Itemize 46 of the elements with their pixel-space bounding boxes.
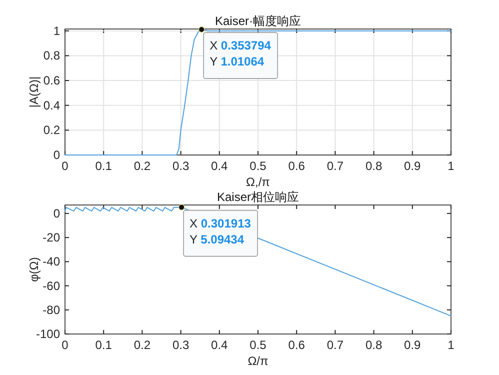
x-tick-label: 0.1 <box>95 159 112 173</box>
x-tick-label: 0.4 <box>211 338 228 352</box>
x-tick-label: 0.2 <box>134 159 151 173</box>
annotation: Y 5.09434 <box>190 232 244 246</box>
chart-title: Kaiser·幅度响应 <box>214 14 302 28</box>
datatip: X 0.353794 Y 1.01064 <box>203 32 278 79</box>
x-tick-label: 0.8 <box>365 159 382 173</box>
x-tick-label: 0.7 <box>326 159 344 173</box>
x-tick-label: 0 <box>62 159 69 173</box>
x-tick-label: 0 <box>62 338 69 352</box>
x-tick-label: 0.6 <box>288 159 306 173</box>
x-axis-title: Ω,/π <box>246 175 270 189</box>
y-tick-label: -80 <box>42 302 60 317</box>
x-tick-label: 1 <box>448 159 455 173</box>
x-tick-label: 0.5 <box>250 338 267 352</box>
x-tick-label: 0.1 <box>95 338 112 352</box>
y-tick-label: 0.6 <box>43 74 60 88</box>
y-tick-label: 0.4 <box>43 98 60 112</box>
y-tick-label: -100 <box>36 327 60 341</box>
datatip: X 0.301913 Y 5.09434 <box>183 210 258 257</box>
y-axis-title: |A(Ω)| <box>27 76 41 108</box>
chart-title: Kaiser相位响应 <box>216 190 300 204</box>
y-tick-label: -60 <box>42 278 60 293</box>
x-tick-label: 0.8 <box>365 338 382 352</box>
x-tick-label: 0.9 <box>404 159 422 173</box>
annotation: Y 1.01064 <box>210 54 264 69</box>
x-tick-label: 0.3 <box>172 159 190 173</box>
x-tick-label: 0.4 <box>211 159 228 173</box>
x-tick-label: 1 <box>448 338 455 352</box>
annotation: X 0.301913 <box>190 216 252 230</box>
x-tick-label: 0.5 <box>250 159 267 173</box>
y-tick-label: 0.8 <box>43 48 60 63</box>
y-tick-label: -20 <box>42 230 60 245</box>
y-tick-label: 1 <box>53 24 60 38</box>
x-tick-label: 0.7 <box>326 338 344 352</box>
y-axis-title: φ(Ω) <box>27 257 41 282</box>
y-tick-label: 0 <box>53 148 60 162</box>
x-tick-label: 0.9 <box>404 338 422 352</box>
x-axis-title: Ω/π <box>248 354 268 368</box>
y-tick-label: 0 <box>53 206 60 220</box>
y-tick-label: 0.2 <box>43 123 60 138</box>
x-tick-label: 0.2 <box>134 338 151 352</box>
x-tick-label: 0.3 <box>172 338 190 352</box>
x-tick-label: 0.6 <box>288 338 306 352</box>
y-tick-label: -40 <box>42 254 60 269</box>
annotation: X 0.353794 <box>210 38 272 53</box>
